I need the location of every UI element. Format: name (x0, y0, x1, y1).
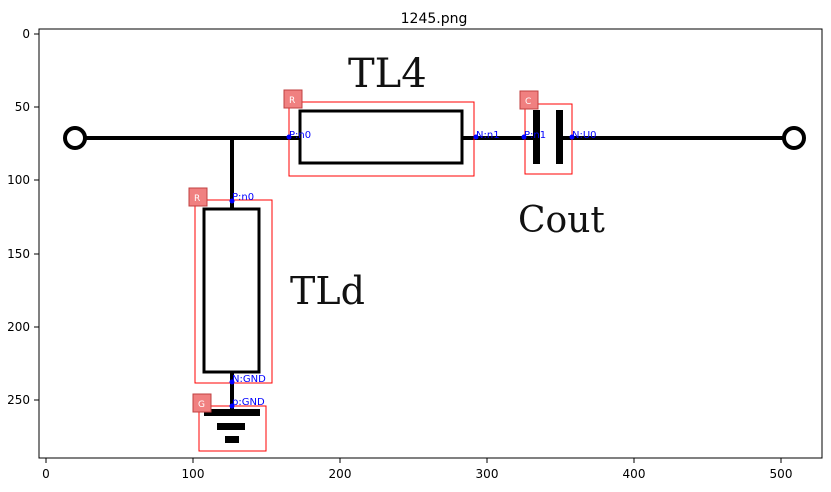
tl4-badge-label: R (289, 96, 295, 106)
x-tick-label: 0 (42, 467, 50, 481)
tl4-resistor-icon (298, 109, 464, 165)
cout-plate-right (556, 110, 563, 164)
y-tick-label: 100 (7, 173, 30, 187)
tld-badge (188, 187, 208, 207)
tl4-label: TL4 (348, 51, 427, 97)
gnd-badge-label: G (198, 400, 205, 410)
y-tick-label: 50 (15, 100, 30, 114)
node-point (569, 134, 575, 140)
axes-frame (38, 28, 823, 459)
node-label-cout-p: P:n1 (524, 130, 546, 141)
node-point (521, 134, 527, 140)
node-label-tl4-n: N:n1 (476, 130, 500, 141)
output-terminal-icon (782, 126, 806, 150)
input-terminal-icon (63, 126, 87, 150)
figure-title: 1245.png (401, 11, 468, 27)
x-tick-label: 500 (770, 467, 793, 481)
cout-badge (519, 90, 539, 110)
y-tick-label: 0 (22, 27, 30, 41)
node-label-tld-p: P:n0 (232, 192, 254, 203)
node-point (229, 403, 235, 409)
y-tick-label: 200 (7, 320, 30, 334)
y-tick-label: 250 (7, 393, 30, 407)
x-tick-label: 300 (476, 467, 499, 481)
x-axis: 0 100 200 300 400 500 (42, 458, 792, 481)
tld-label: TLd (290, 269, 365, 313)
tld-resistor-icon (202, 207, 261, 374)
node-label-cout-n: N:U0 (572, 130, 597, 141)
ground-icon (204, 409, 260, 443)
tld-badge-label: R (194, 194, 200, 204)
y-tick-label: 150 (7, 247, 30, 261)
node-point (229, 198, 235, 204)
gnd-badge (192, 393, 212, 413)
tl4-badge (283, 89, 303, 109)
x-tick-label: 200 (329, 467, 352, 481)
cout-plate-left (533, 110, 540, 164)
cout-badge-label: C (525, 97, 531, 107)
x-tick-label: 100 (182, 467, 205, 481)
circuit-schematic: TL4 TLd Cout (63, 51, 806, 443)
x-tick-label: 400 (623, 467, 646, 481)
node-label-gnd-p: p:GND (232, 397, 265, 408)
node-point (473, 134, 479, 140)
y-axis: 0 50 100 150 200 250 (7, 27, 39, 407)
node-label-tl4-p: P:n0 (289, 130, 311, 141)
cout-label: Cout (518, 200, 605, 241)
node-point (229, 379, 235, 385)
node-label-tld-n: N:GND (232, 374, 266, 385)
node-point (286, 134, 292, 140)
annotations: R C R G P:n0 N:n1 P:n1 N:U0 P:n0 N:GND p… (188, 89, 597, 452)
